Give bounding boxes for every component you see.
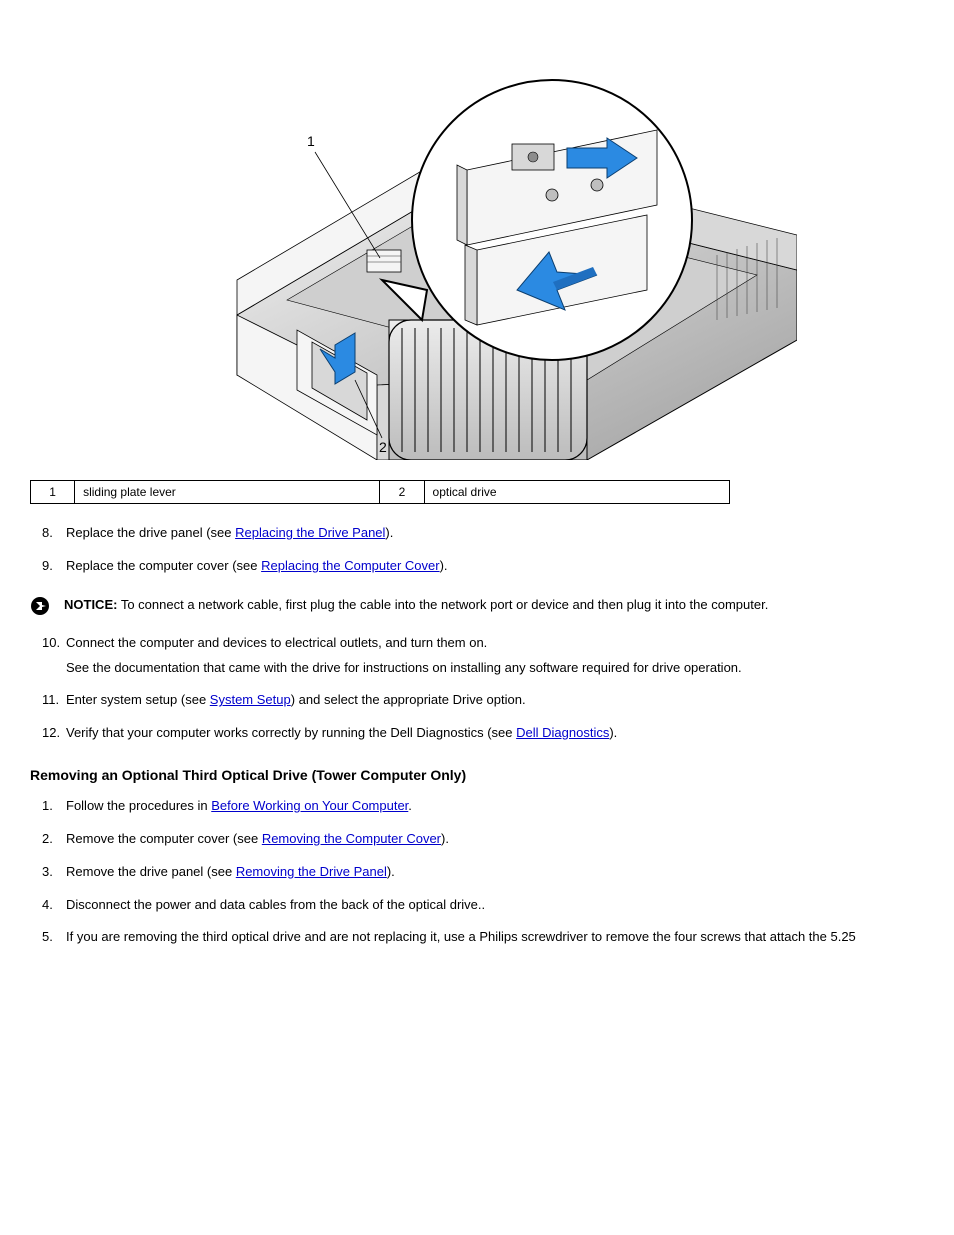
text: Follow the procedures in	[66, 798, 211, 813]
text: ).	[387, 864, 395, 879]
link-dell-diagnostics[interactable]: Dell Diagnostics	[516, 725, 609, 740]
notice-label: NOTICE:	[64, 597, 117, 612]
text: Remove the drive panel (see	[66, 864, 236, 879]
steps-a: Replace the drive panel (see Replacing t…	[30, 524, 924, 576]
steps-b: Connect the computer and devices to elec…	[30, 634, 924, 743]
text: Verify that your computer works correctl…	[66, 725, 516, 740]
list-item: Enter system setup (see System Setup) an…	[30, 691, 924, 710]
link-replace-computer-cover[interactable]: Replacing the Computer Cover	[261, 558, 439, 573]
sub-text: See the documentation that came with the…	[66, 659, 924, 678]
page: 1 2 1 sliding plate lever 2 optical driv…	[0, 0, 954, 1021]
list-item: Replace the computer cover (see Replacin…	[30, 557, 924, 576]
text: ) and select the appropriate Drive optio…	[291, 692, 526, 707]
section-heading: Removing an Optional Third Optical Drive…	[30, 767, 924, 783]
callout-2-num: 2	[379, 439, 387, 455]
text: Remove the computer cover (see	[66, 831, 262, 846]
legend-table: 1 sliding plate lever 2 optical drive	[30, 480, 730, 504]
notice-body: To connect a network cable, first plug t…	[117, 597, 768, 612]
text: ).	[609, 725, 617, 740]
notice: NOTICE: To connect a network cable, firs…	[30, 596, 924, 616]
list-item: Connect the computer and devices to elec…	[30, 634, 924, 678]
callout-1-num: 1	[307, 133, 315, 149]
text: .	[408, 798, 412, 813]
text: Replace the computer cover (see	[66, 558, 261, 573]
steps-c: Follow the procedures in Before Working …	[30, 797, 924, 947]
legend-num-1: 1	[31, 481, 75, 504]
text: ).	[440, 558, 448, 573]
text: ).	[385, 525, 393, 540]
sliding-plate-lever	[367, 250, 401, 272]
table-row: 1 sliding plate lever 2 optical drive	[31, 481, 730, 504]
text: Replace the drive panel (see	[66, 525, 235, 540]
legend-num-2: 2	[380, 481, 424, 504]
list-item: If you are removing the third optical dr…	[30, 928, 924, 947]
notice-icon	[30, 596, 56, 616]
figure-svg: 1 2	[157, 20, 797, 460]
list-item: Remove the computer cover (see Removing …	[30, 830, 924, 849]
legend-desc-2: optical drive	[424, 481, 729, 504]
link-remove-cover[interactable]: Removing the Computer Cover	[262, 831, 441, 846]
text: Disconnect the power and data cables fro…	[66, 897, 485, 912]
notice-text: NOTICE: To connect a network cable, firs…	[64, 596, 924, 615]
legend-desc-1: sliding plate lever	[75, 481, 380, 504]
link-remove-drive-panel[interactable]: Removing the Drive Panel	[236, 864, 387, 879]
text: ).	[441, 831, 449, 846]
link-before-working[interactable]: Before Working on Your Computer	[211, 798, 408, 813]
link-replace-drive-panel[interactable]: Replacing the Drive Panel	[235, 525, 385, 540]
list-item: Follow the procedures in Before Working …	[30, 797, 924, 816]
link-system-setup[interactable]: System Setup	[210, 692, 291, 707]
list-item: Replace the drive panel (see Replacing t…	[30, 524, 924, 543]
text: If you are removing the third optical dr…	[66, 929, 856, 944]
text: Connect the computer and devices to elec…	[66, 635, 487, 650]
figure-optical-drive: 1 2	[157, 20, 797, 460]
list-item: Verify that your computer works correctl…	[30, 724, 924, 743]
list-item: Remove the drive panel (see Removing the…	[30, 863, 924, 882]
text: Enter system setup (see	[66, 692, 210, 707]
list-item: Disconnect the power and data cables fro…	[30, 896, 924, 915]
